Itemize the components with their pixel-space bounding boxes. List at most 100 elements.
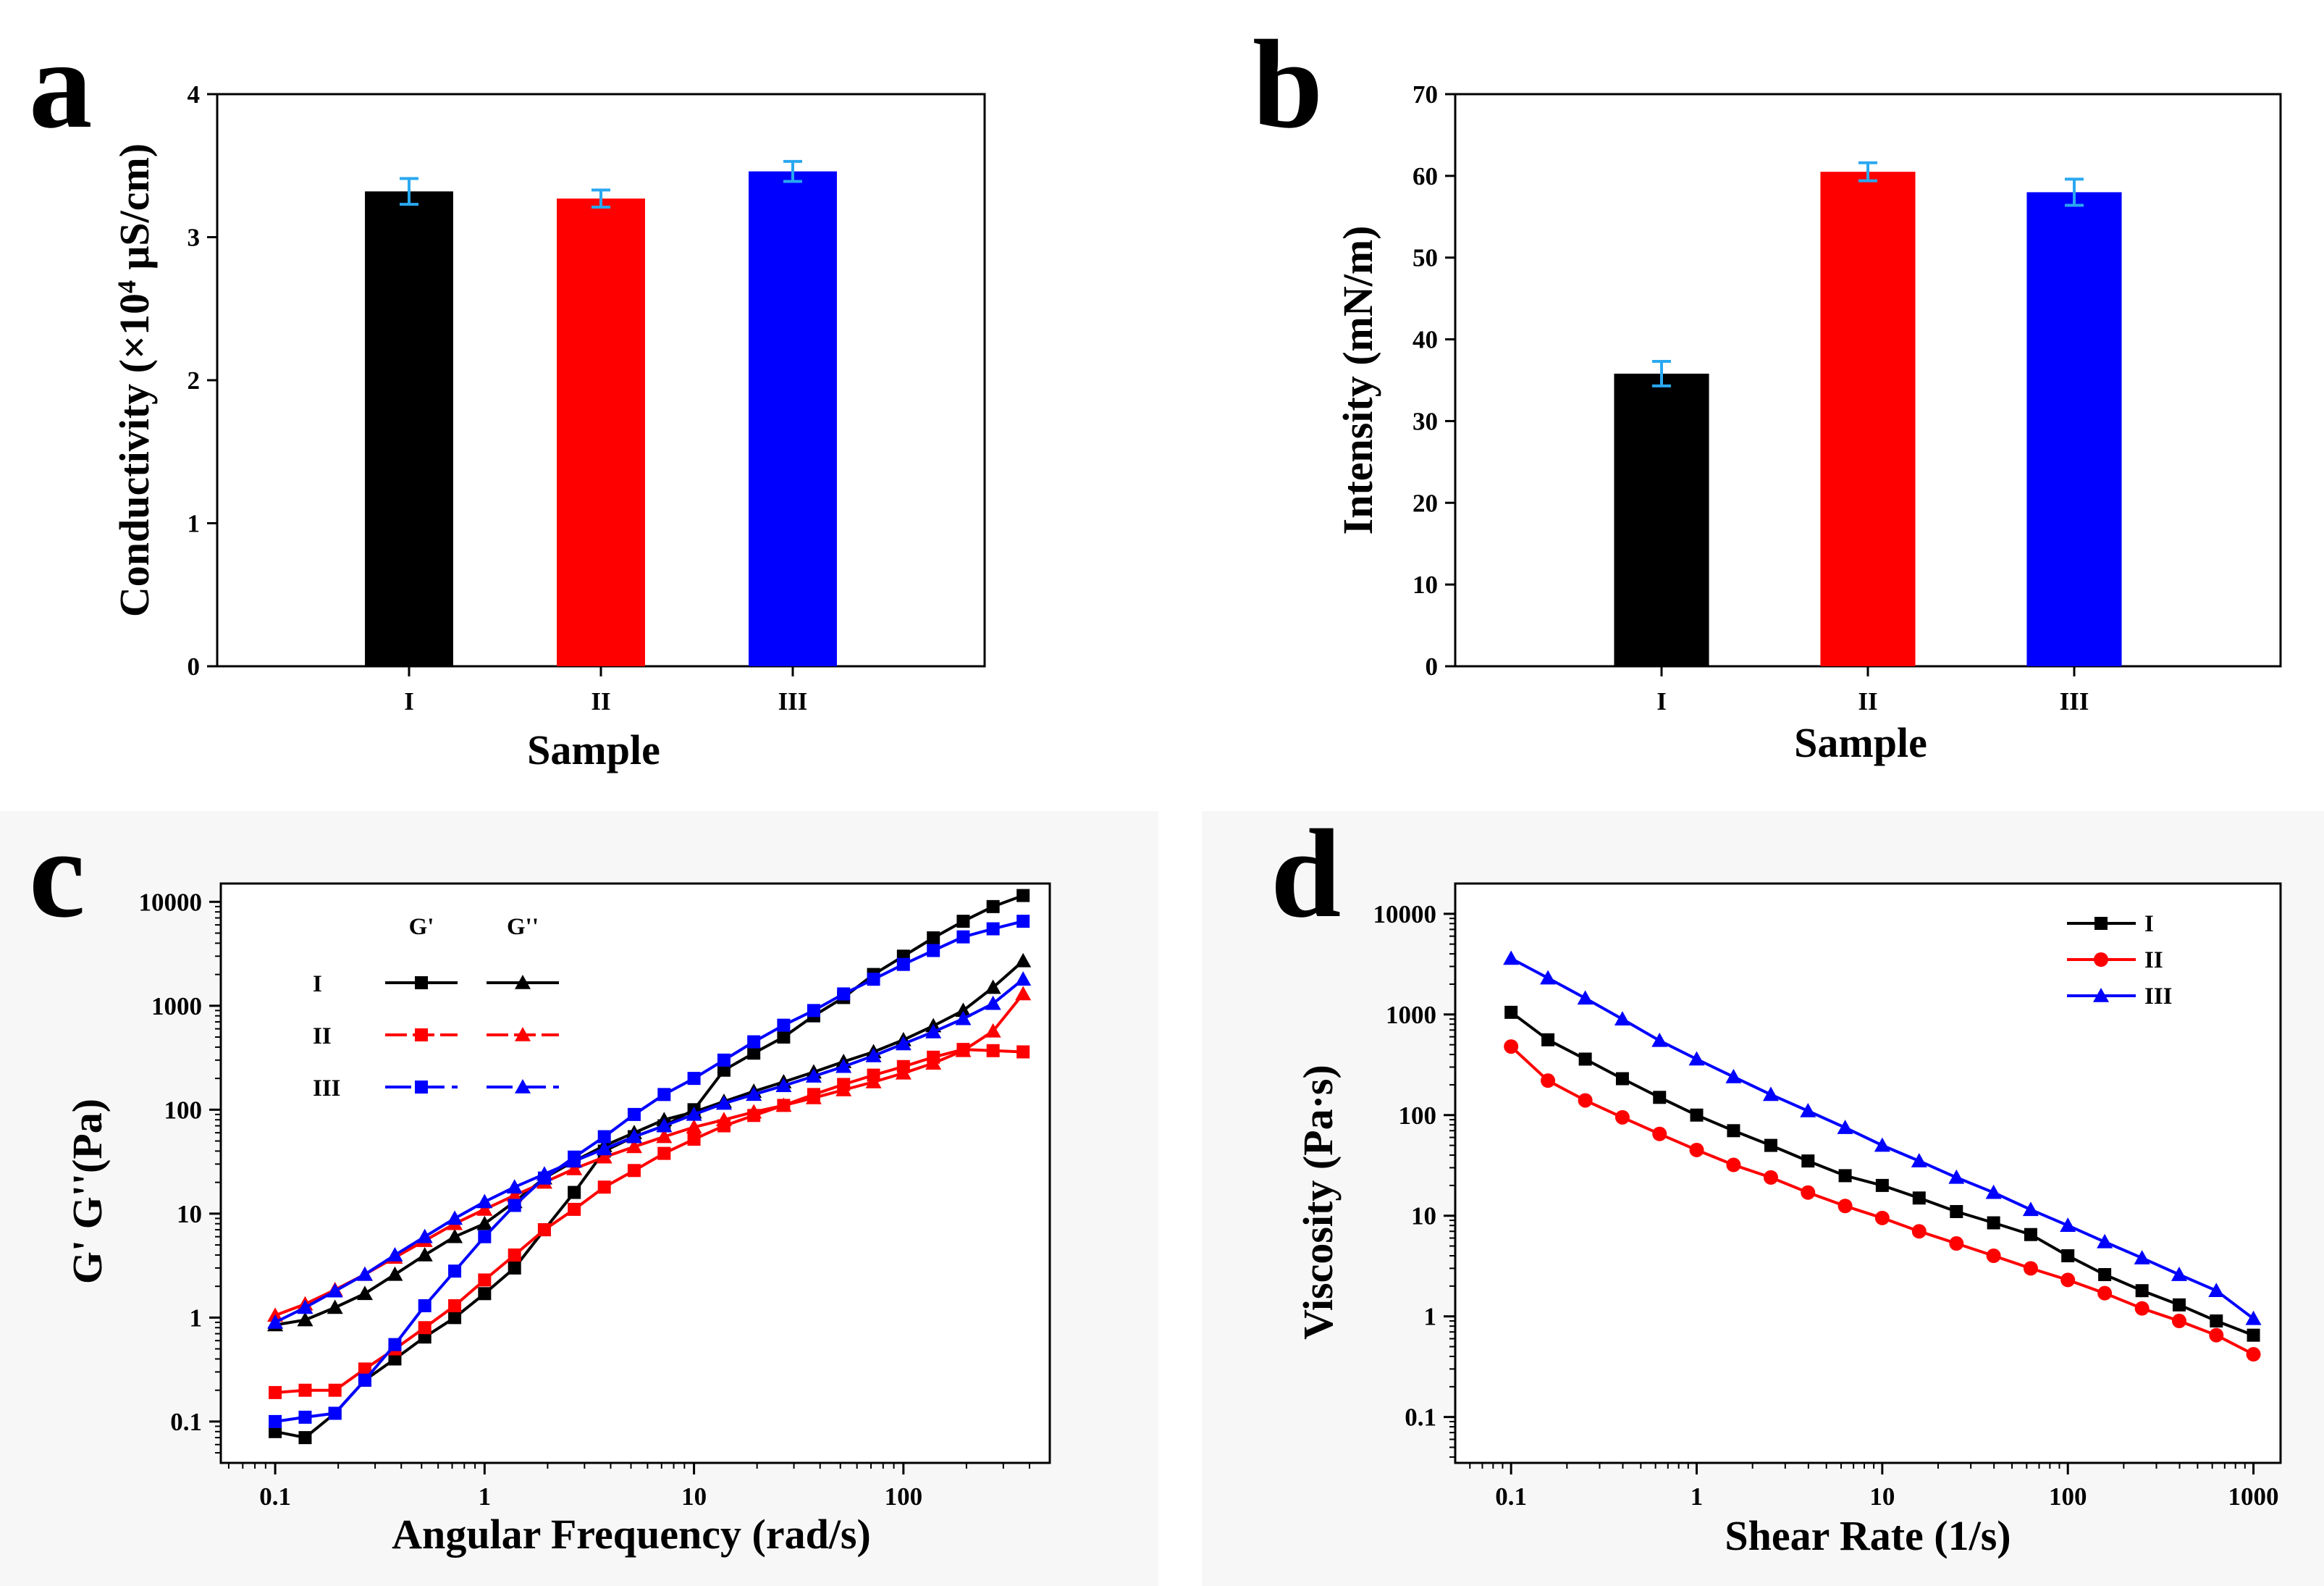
panel-c-series-3-point — [955, 1042, 972, 1057]
panel-c-y-tick-label-5: 10000 — [139, 888, 203, 916]
panel-d-series-0-point — [1653, 1091, 1667, 1104]
panel-b-errorbar-III — [2065, 177, 2084, 207]
panel-c-y-tick-label-0: 0.1 — [170, 1408, 202, 1436]
panel-c-letter: c — [29, 803, 85, 944]
panel-b-bar-III — [2026, 192, 2122, 666]
panel-c-series-5-point — [985, 995, 1001, 1010]
panel-c-series-4-point — [747, 1035, 761, 1049]
panel-b-y-axis-title: Intensity (mN/m) — [1334, 226, 1381, 535]
panel-d-series-0-point — [1727, 1124, 1740, 1138]
panel-c-series-1-point — [447, 1228, 463, 1243]
panel-d-series-1-point — [2209, 1327, 2224, 1343]
panel-b-errorbar-I — [1652, 360, 1671, 387]
panel-d-series-1-point — [2023, 1261, 2038, 1276]
panel-c-series-1-point — [476, 1215, 493, 1230]
panel-c-series-4-point — [956, 930, 970, 944]
panel-c-legend-header-1: G'' — [507, 914, 539, 940]
panel-b-y-tick-label-0: 0 — [1426, 653, 1439, 681]
panel-c-series-5-point — [596, 1141, 612, 1156]
panel-a-x-tick-label-III: III — [778, 687, 808, 716]
panel-d: d 0.1 1 10 100 1000 0.1 1 10 100 1000 10000 Shear … — [1271, 803, 2282, 1559]
panel-d-series-1-point — [2134, 1301, 2150, 1316]
panel-c-series-5-point — [566, 1153, 583, 1168]
panel-c-series-4-point — [478, 1230, 492, 1243]
panel-d-series-2-point — [1911, 1153, 1927, 1167]
panel-c-series-1-point — [416, 1246, 433, 1262]
panel-d-series-2-point — [1762, 1086, 1779, 1102]
panel-c-series-5-point — [895, 1036, 912, 1051]
panel-c-series-3-point — [715, 1112, 732, 1127]
panel-c-series-5-point — [835, 1058, 852, 1073]
panel-d-series-2-point — [1725, 1068, 1742, 1083]
panel-c-series-2-point — [537, 1223, 551, 1237]
panel-c-series-4-point — [777, 1018, 791, 1032]
panel-d-series-2-point — [2134, 1250, 2150, 1264]
panel-c-series-5 — [267, 971, 1032, 1329]
panel-c-series-1-point — [985, 979, 1001, 994]
panel-b-y-tick-label-70: 70 — [1412, 80, 1438, 109]
panel-d-series-2-point — [1800, 1103, 1816, 1117]
panel-d-series-0-point — [1541, 1033, 1555, 1046]
panel-c-legend-marker-I-0 — [415, 976, 428, 989]
panel-c-series-2-point — [1016, 1045, 1030, 1059]
panel-c-series-4-point — [388, 1338, 402, 1351]
panel-c-series-5-point — [536, 1166, 552, 1181]
panel-d-series-2-point — [2097, 1233, 2113, 1249]
panel-c-legend-marker-III-1 — [515, 1079, 531, 1094]
panel-d-series-1-point — [1949, 1236, 1964, 1251]
panel-a-errorbar-I — [400, 177, 418, 206]
panel-a-x-axis-title: Sample — [527, 726, 660, 773]
panel-d-series-0-point — [1615, 1072, 1629, 1086]
panel-b-y-tick-label-10: 10 — [1412, 571, 1438, 599]
panel-c-series-5-point — [476, 1193, 493, 1209]
panel-d-series-0-point — [1950, 1204, 1963, 1218]
panel-c-y-tick-label-3: 100 — [164, 1096, 203, 1124]
panel-d-series-0-point — [2172, 1298, 2186, 1312]
panel-c-legend-marker-II-1 — [515, 1027, 531, 1041]
panel-d-series-2-point — [1688, 1051, 1705, 1066]
panel-c-legend-label-III: III — [313, 1075, 341, 1102]
panel-c-series-5-point — [865, 1047, 882, 1062]
panel-d-series-1-point — [2246, 1347, 2261, 1362]
panel-c-series-5-point — [356, 1266, 373, 1281]
panel-c-series-0-point — [269, 1425, 282, 1438]
panel-c-series-3-point — [835, 1082, 852, 1096]
panel-b-bar-II — [1820, 172, 1916, 666]
panel-c: c 0.1 1 10 100 0.1 1 10 100 1000 10000 Angular Fr… — [29, 803, 1051, 1558]
panel-c-series-4-point — [269, 1414, 282, 1428]
panel-d-y-tick-label-0: 0.1 — [1405, 1404, 1436, 1432]
panel-b-y-tick-label-60: 60 — [1412, 162, 1438, 190]
panel-c-series-1-point — [297, 1312, 313, 1327]
panel-b-y-tick-label-40: 40 — [1412, 326, 1438, 354]
panel-d-series-1-point — [1726, 1157, 1741, 1172]
panel-c-series-2-point — [627, 1164, 641, 1178]
panel-c-series-2-point — [269, 1385, 282, 1399]
panel-d-series-0-point — [2098, 1268, 2112, 1282]
panel-c-series-5-point — [746, 1086, 762, 1102]
panel-c-series-5-point — [1015, 971, 1032, 986]
panel-c-series-5-point — [775, 1078, 792, 1093]
panel-d-series-2-point — [1651, 1032, 1668, 1047]
panel-a-y-tick-label-2: 2 — [188, 366, 201, 395]
panel-d-y-tick-label-4: 1000 — [1386, 1001, 1436, 1029]
panel-c-series-4-point — [807, 1004, 820, 1018]
panel-b-bar-I — [1614, 373, 1709, 666]
panel-d-series-1-point — [1837, 1199, 1853, 1214]
panel-c-series-3-point — [895, 1065, 912, 1080]
panel-b-letter: b — [1252, 14, 1323, 154]
panel-b-x-tick-label-I: I — [1656, 687, 1667, 716]
panel-a-y-axis-title-main: Conductivity (×10 — [111, 293, 158, 617]
panel-d-series-0-point — [2024, 1228, 2037, 1241]
panel-d-series-2-point — [1874, 1137, 1890, 1152]
panel-a-x-tick-label-I: I — [404, 687, 414, 716]
panel-c-series-5-point — [387, 1246, 403, 1262]
panel-a-y-tick-label-3: 3 — [188, 224, 201, 252]
panel-c-legend-label-II: II — [313, 1023, 332, 1049]
panel-c-y-axis-title: G' G''(Pa) — [64, 1099, 111, 1284]
panel-c-series-0-point — [1016, 889, 1030, 902]
panel-d-legend-label-0: I — [2144, 911, 2154, 937]
panel-d-series-2-point — [1503, 950, 1520, 965]
